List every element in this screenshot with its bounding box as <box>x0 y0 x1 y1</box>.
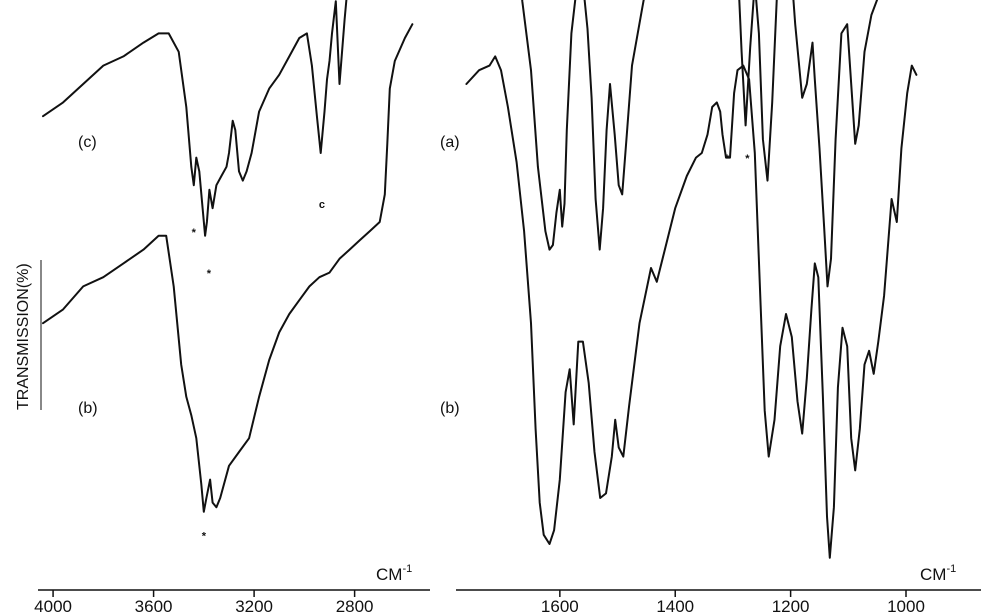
right-spectrum-line-a <box>521 0 879 288</box>
right-x-tick-label: 1400 <box>656 597 694 614</box>
right-x-axis-unit: CM-1 <box>920 563 956 584</box>
y-axis-label: TRANSMISSION(%) <box>15 263 32 410</box>
right-panel-chart: 1600 1400 1200 1000 CM-1 (a) (b) ** <box>440 0 981 614</box>
y-axis-label-group: TRANSMISSION(%) <box>15 260 42 410</box>
left-x-axis-unit: CM-1 <box>376 563 412 584</box>
left-peak-marker: c <box>319 199 325 211</box>
left-x-ticks: 4000 3600 3200 2800 <box>34 590 374 614</box>
left-panel-chart: 4000 3600 3200 2800 CM-1 (c) (b) * * c * <box>34 0 430 614</box>
left-series-label-c: (c) <box>78 134 97 151</box>
right-unit-text: CM <box>920 565 946 584</box>
right-x-tick-label: 1200 <box>772 597 810 614</box>
left-x-tick-label: 3600 <box>135 597 173 614</box>
left-peak-marker: * <box>202 530 207 542</box>
right-x-tick-label: 1600 <box>541 597 579 614</box>
left-spectrum-line-c <box>42 0 348 237</box>
left-peak-marker: * <box>207 268 212 280</box>
left-peak-marker: * <box>192 227 197 239</box>
left-unit-sup: -1 <box>402 563 412 575</box>
left-x-tick-label: 2800 <box>336 597 374 614</box>
left-curves: * * c * <box>42 0 414 542</box>
right-x-tick-label: 1000 <box>887 597 925 614</box>
left-x-tick-label: 3200 <box>235 597 273 614</box>
right-spectrum-line-b <box>465 55 918 559</box>
left-unit-text: CM <box>376 565 402 584</box>
right-peak-marker: * <box>725 153 730 165</box>
left-series-label-b: (b) <box>78 400 98 417</box>
right-peak-marker: * <box>745 153 750 165</box>
right-curves: ** <box>465 0 918 559</box>
left-spectrum-line-b <box>42 23 414 513</box>
left-x-tick-label: 4000 <box>34 597 72 614</box>
right-x-ticks: 1600 1400 1200 1000 <box>541 590 925 614</box>
right-series-label-a: (a) <box>440 134 460 151</box>
right-series-label-b: (b) <box>440 400 460 417</box>
right-unit-sup: -1 <box>946 563 956 575</box>
